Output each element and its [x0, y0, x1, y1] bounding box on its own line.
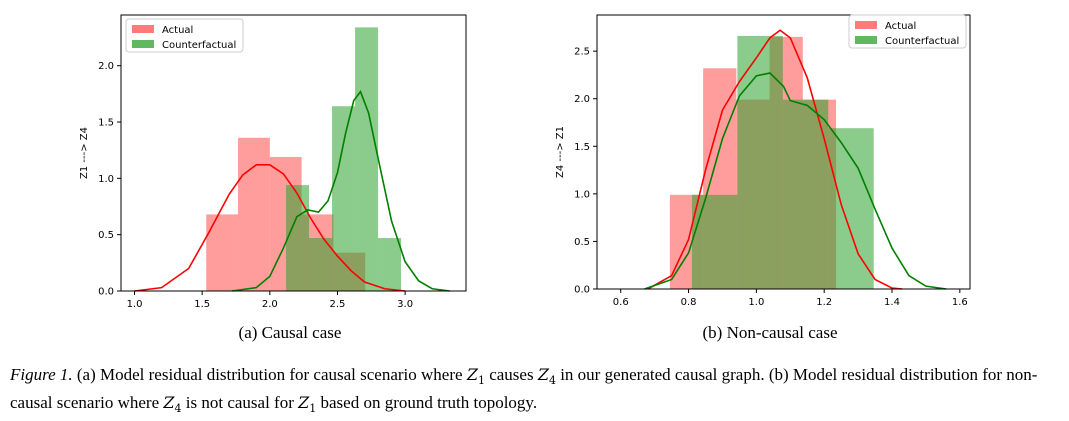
caption-text-2: causes — [489, 365, 534, 384]
x-tick-label: 2.0 — [262, 299, 278, 310]
subcaption-a: (a) Causal case — [238, 323, 342, 342]
caption-label: Figure 1. — [10, 365, 73, 384]
legend-label-counterfactual: Counterfactual — [162, 40, 236, 51]
bar-actual-0 — [206, 214, 239, 291]
bar-counterfactual-0 — [691, 194, 738, 289]
chart-causal: 1.0 1.5 2.0 2.5 3.0 0.0 0.5 1.0 1.5 2.0 Z1 ---> Z4… — [79, 14, 467, 310]
y-axis-label: Z1 ---> Z4 — [79, 127, 90, 179]
x-tick-label: 0.8 — [681, 297, 697, 308]
x-tick-label: 1.4 — [884, 297, 900, 308]
legend-box — [125, 18, 244, 53]
y-tick-label: 0.0 — [98, 287, 114, 298]
figure-caption: Figure 1. (a) Model residual distributio… — [10, 364, 1060, 420]
x-tick-label: 1.0 — [127, 299, 143, 310]
caption-text-1: (a) Model residual distribution for caus… — [76, 365, 463, 384]
x-tick-label: 2.5 — [330, 299, 346, 310]
legend-box — [848, 14, 967, 49]
bar-counterfactual-2 — [782, 99, 829, 289]
legend-swatch-actual — [132, 25, 154, 33]
x-tick-label: 1.6 — [952, 297, 968, 308]
kde-line-actual — [647, 29, 903, 290]
x-tick-label: 0.6 — [613, 297, 629, 308]
y-tick-label: 0.5 — [98, 230, 114, 241]
y-tick-label: 2.0 — [574, 94, 590, 105]
legend-label-counterfactual: Counterfactual — [885, 36, 959, 47]
bar-counterfactual-2 — [332, 106, 356, 291]
y-tick-label: 0.5 — [574, 237, 590, 248]
y-tick-label: 0.0 — [574, 285, 590, 296]
y-axis-label: Z4 ---> Z1 — [555, 126, 566, 178]
legend: Actual Counterfactual — [848, 14, 967, 49]
y-tick-label: 1.0 — [574, 189, 590, 200]
y-tick-label: 1.5 — [574, 142, 590, 153]
x-tick-label: 1.0 — [748, 297, 764, 308]
legend-label-actual: Actual — [885, 21, 916, 32]
bar-counterfactual-0 — [286, 185, 310, 291]
plot-frame — [596, 14, 971, 290]
bar-counterfactual-4 — [378, 238, 402, 291]
caption-text-3: in our generated causal graph. (b) Model… — [10, 365, 1038, 413]
bar-counterfactual-3 — [828, 128, 874, 289]
caption-text-5: based on ground truth topology. — [320, 393, 538, 413]
subcaption-b: (b) Non-causal case — [702, 323, 838, 342]
y-tick-label: 1.0 — [98, 174, 114, 185]
x-tick-label: 1.2 — [816, 297, 832, 308]
caption-text-4: is not causal for — [185, 393, 294, 413]
math-z1-b: Z1 — [298, 393, 317, 416]
legend-swatch-counterfactual — [855, 36, 877, 44]
bar-counterfactual-1 — [309, 238, 333, 291]
math-z4-a: Z4 — [537, 365, 556, 388]
legend-label-actual: Actual — [162, 25, 193, 36]
y-tick-label: 1.5 — [98, 118, 114, 129]
math-z1-a: Z1 — [466, 365, 485, 388]
figure-charts: 1.0 1.5 2.0 2.5 3.0 0.0 0.5 1.0 1.5 2.0 Z1 ---> Z4… — [79, 14, 971, 310]
legend-swatch-actual — [855, 21, 877, 29]
kde-line-counterfactual — [644, 72, 947, 290]
kde-line-counterfactual — [231, 89, 450, 292]
bar-counterfactual-3 — [355, 27, 379, 291]
plot-frame — [120, 14, 467, 292]
kde-line-actual — [134, 164, 406, 292]
math-z4-b: Z4 — [163, 393, 182, 416]
bar-actual-1 — [238, 137, 270, 291]
x-tick-label: 3.0 — [397, 299, 413, 310]
x-tick-label: 1.5 — [194, 299, 210, 310]
y-tick-label: 2.0 — [98, 61, 114, 72]
chart-non-causal: 0.6 0.8 1.0 1.2 1.4 1.6 0.0 0.5 1.0 1.5 2.0 2.5 Z4 -… — [555, 14, 971, 308]
y-tick-label: 2.5 — [574, 47, 590, 58]
legend-swatch-counterfactual — [132, 40, 154, 48]
legend: Actual Counterfactual — [125, 18, 244, 53]
